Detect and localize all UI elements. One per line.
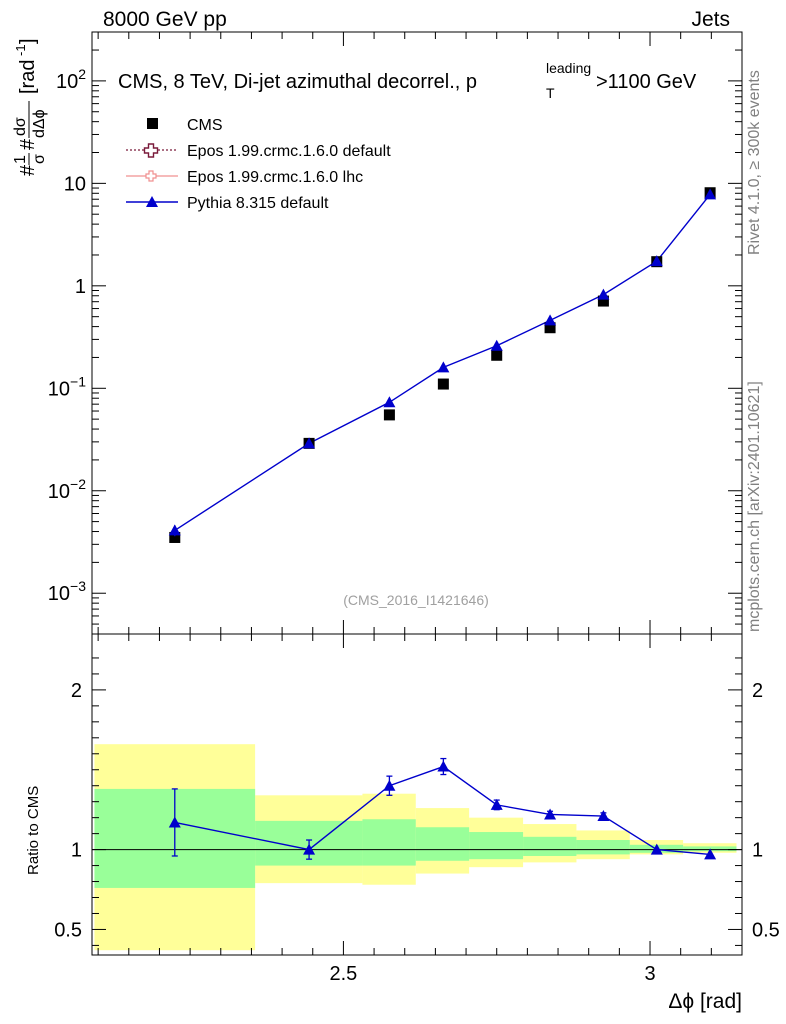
legend-epos-lhc-label: Epos 1.99.crmc.1.6.0 lhc [187, 169, 363, 186]
ratio-ytick-label-right-0: 0.5 [752, 919, 780, 941]
cms-point-3 [437, 378, 449, 390]
pythia-ratio-point-5 [544, 808, 557, 820]
frames [91, 31, 743, 956]
cms-point-6 [597, 295, 609, 307]
pythia-main-line [174, 193, 711, 532]
ratio-y-label: Ratio to CMS [25, 786, 42, 875]
main-ytick-label-5: 102 [56, 66, 86, 93]
header-right: Jets [691, 8, 730, 31]
pythia-point-8 [704, 188, 717, 200]
ratio-ytick-label-right-2: 2 [752, 680, 763, 702]
pythia-ratio-point-4 [490, 798, 503, 810]
band-green-8 [683, 846, 737, 852]
main-ytick-label-0: 10−3 [48, 578, 86, 605]
ylabel-dsigma: dσ [12, 117, 29, 136]
main-title-sup: leading [546, 60, 591, 76]
pythia-ratio-point-8 [704, 848, 717, 860]
pythia-ratio-point-1 [303, 843, 316, 855]
ratio-ytick-label-left-2: 2 [71, 680, 82, 702]
pythia-point-2 [383, 396, 396, 408]
legend-epos-default-marker [143, 143, 159, 158]
main-ytick-label-1: 10−2 [48, 476, 86, 503]
main-y-label: # 1 σ # dσ dΔϕ [rad -1 ] [12, 38, 48, 176]
main-title-text: CMS, 8 TeV, Di-jet azimuthal decorrel., … [118, 71, 477, 93]
ylabel-hash-2: # [17, 138, 39, 150]
pythia-point-4 [490, 339, 503, 351]
ratio-ytick-label-left-0: 0.5 [54, 919, 82, 941]
band-green-6 [576, 840, 630, 855]
xtick-label-0: 2.5 [330, 963, 358, 985]
legend-epos-lhc-marker [145, 170, 157, 182]
ylabel-unit-close: ] [17, 38, 39, 44]
ylabel-hash-1: # [17, 164, 39, 176]
main-lines [174, 193, 711, 532]
band-green-3 [415, 827, 470, 861]
header-left: 8000 GeV pp [103, 8, 227, 31]
legend-epos-default-label: Epos 1.99.crmc.1.6.0 default [187, 143, 391, 160]
ylabel-ddphi: dΔϕ [31, 109, 48, 138]
xtick-label-1: 3 [644, 963, 655, 985]
ratio-bands [94, 744, 737, 951]
cms-point-0 [169, 531, 181, 543]
main-title-tail: >1100 GeV [596, 71, 697, 93]
legend-pythia-marker [146, 196, 158, 207]
cms-point-2 [383, 409, 395, 421]
pythia-ratio-point-2 [383, 779, 396, 791]
pythia-ratio-point-3 [437, 760, 450, 772]
pythia-point-7 [650, 255, 663, 267]
main-ytick-label-4: 10 [64, 173, 86, 195]
main-markers [168, 187, 717, 543]
legend-cms-label: CMS [187, 117, 223, 134]
cms-point-4 [491, 349, 503, 361]
main-title-sub: T [546, 85, 555, 101]
pythia-ratio-point-7 [650, 843, 663, 855]
band-green-2 [362, 819, 416, 866]
main-ytick-label-2: 10−1 [48, 373, 86, 400]
legend-cms-marker [147, 118, 158, 129]
ylabel-one: 1 [12, 155, 29, 164]
ratio-ytick-label-right-1: 1 [752, 840, 763, 862]
pythia-point-5 [544, 314, 557, 326]
x-axis-label: Δϕ [rad] [668, 990, 742, 1013]
pythia-ratio-point-6 [597, 810, 610, 822]
pythia-point-3 [437, 361, 450, 373]
band-green-4 [469, 832, 524, 860]
ylabel-sigma: σ [31, 154, 48, 164]
band-green-5 [523, 836, 577, 856]
axis-ticks [92, 31, 743, 955]
legend-pythia-label: Pythia 8.315 default [187, 195, 329, 212]
main-title: CMS, 8 TeV, Di-jet azimuthal decorrel., … [118, 71, 477, 93]
ratio-lines [168, 757, 717, 860]
pythia-point-6 [597, 288, 610, 300]
ratio-ytick-label-left-1: 1 [71, 840, 82, 862]
ylabel-unit-exp: -1 [13, 44, 28, 56]
cms-point-5 [544, 322, 556, 334]
legend: CMS Epos 1.99.crmc.1.6.0 default Epos 1.… [126, 117, 391, 212]
main-ytick-label-3: 1 [75, 276, 86, 298]
pythia-point-1 [303, 437, 316, 449]
ylabel-unit: [rad [17, 60, 39, 94]
ratio-frame [91, 633, 743, 956]
pythia-ratio-point-0 [168, 816, 181, 828]
tick-labels: 10−3 10−2 10−1 1 10 102 0.5 0.5 1 1 2 2 2.5 3 [48, 66, 780, 985]
analysis-watermark: (CMS_2016_I1421646) [343, 592, 489, 608]
